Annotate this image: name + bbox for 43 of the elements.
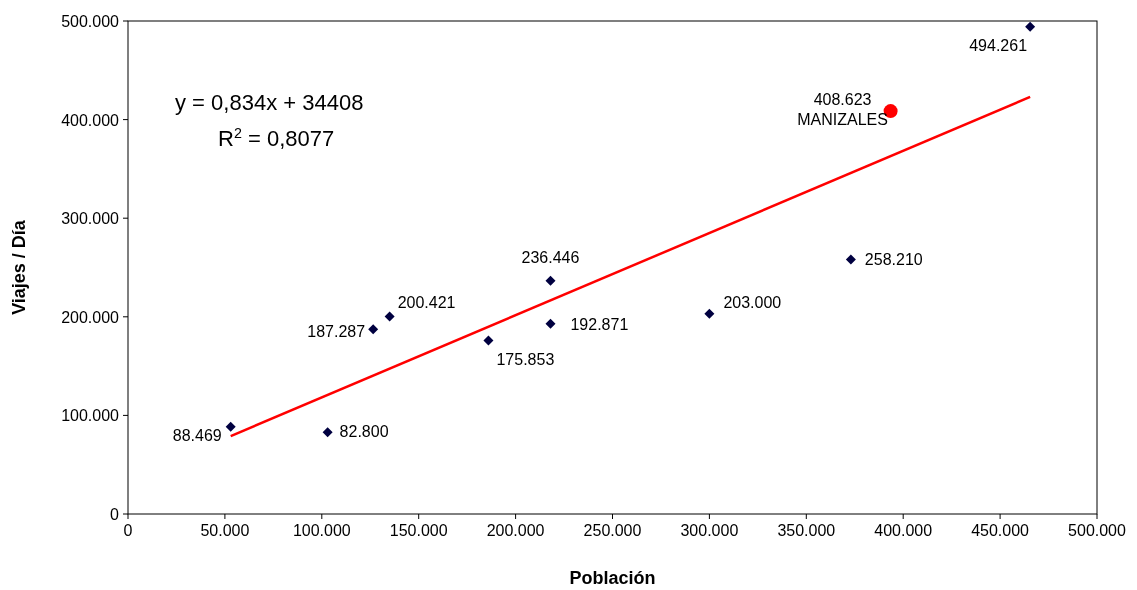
x-tick-label: 100.000 [292,522,351,539]
data-label: 88.469 [172,426,222,444]
point [845,254,856,265]
y-axis-title: Viajes / Día [9,219,29,315]
x-tick-label: 450.000 [971,522,1030,539]
data-label: 408.623 [813,91,872,109]
point [368,324,379,335]
annotation: R$^{2}$ = 0,8077 [218,125,335,151]
x-tick-label: 500.000 [1068,522,1127,539]
point [704,308,715,319]
data-label: 82.800 [339,423,389,441]
data-label: 203.000 [723,293,782,311]
point [322,427,333,438]
y-tick-label: 300.000 [61,210,120,228]
data-label: 494.261 [969,36,1028,54]
annotation: y = 0,834x + 34408 [175,90,364,115]
data-label: 236.446 [521,248,580,266]
x-tick-label: 50.000 [200,522,250,539]
y-tick-label: 100.000 [61,407,120,425]
annotation: MANIZALES [797,111,888,129]
x-tick-label: 200.000 [486,522,545,539]
data-label: 175.853 [496,350,555,368]
y-tick-label: 0 [110,506,120,523]
point [384,311,395,322]
y-tick-label: 500.000 [61,13,120,30]
point [225,421,236,432]
x-tick-label: 400.000 [874,522,933,539]
x-tick-label: 250.000 [583,522,642,539]
point [1025,21,1036,32]
data-label: 192.871 [570,315,629,333]
x-tick-label: 150.000 [389,522,448,539]
point [545,318,556,329]
data-label: 187.287 [307,323,366,341]
y-tick-label: 200.000 [61,308,120,326]
x-axis-title: Población [569,568,656,588]
point [545,275,556,286]
x-tick-label: 0 [123,522,133,539]
data-label: 200.421 [397,294,456,312]
x-tick-label: 300.000 [680,522,739,539]
point [483,335,494,346]
x-tick-label: 350.000 [777,522,836,539]
y-tick-label: 400.000 [61,111,120,129]
data-label: 258.210 [864,251,923,269]
